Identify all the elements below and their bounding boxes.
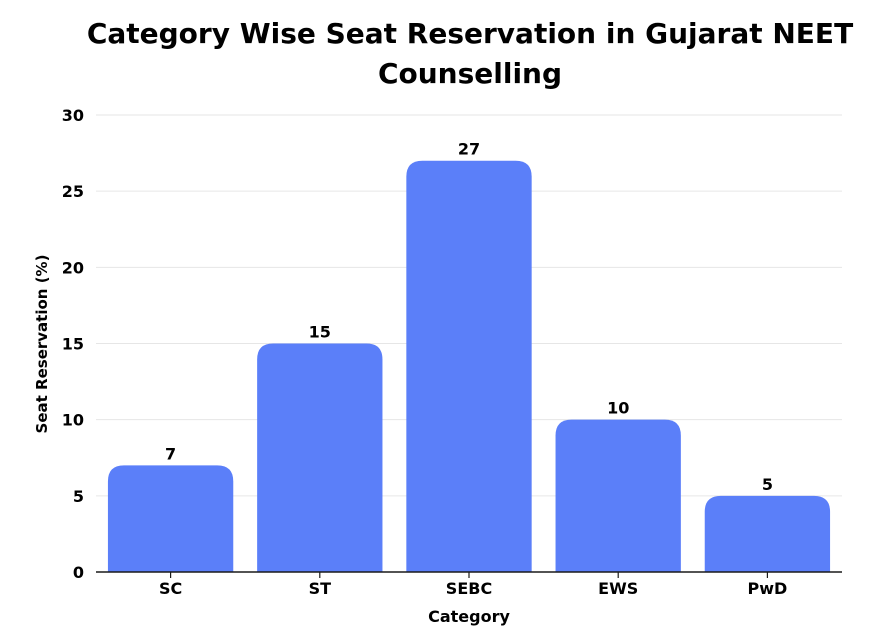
bar-sc [107,465,234,572]
x-tick-label: SEBC [446,579,492,598]
bar-sebc [406,160,532,572]
bar-st [257,343,383,572]
y-tick-label: 25 [62,182,84,201]
chart-title: Category Wise Seat Reservation in Gujara… [86,17,854,90]
data-label: 15 [309,323,331,342]
x-tick-label: ST [309,579,332,598]
bar-ews [555,419,681,572]
y-tick-label: 5 [73,487,84,506]
data-label: 27 [458,140,480,159]
x-axis-title: Category [428,607,510,626]
data-label: 10 [607,399,629,418]
data-label: 5 [762,475,773,494]
y-tick-label: 30 [62,106,84,125]
labels: 0 5 10 15 20 25 30 7 SC 15 ST 27 SEBC 10 EWS 5 PwD [62,106,788,598]
y-axis-title: Seat Reservation (%) [33,255,51,434]
bars [107,160,831,572]
y-tick-label: 10 [62,411,84,430]
x-tick-label: PwD [748,579,788,598]
bar-pwd [704,495,831,572]
y-tick-label: 0 [73,563,84,582]
y-tick-label: 15 [62,335,84,354]
data-label: 7 [165,444,176,463]
axes [96,571,842,578]
x-tick-label: SC [159,579,182,598]
y-tick-label: 20 [62,258,84,277]
x-tick-label: EWS [598,579,638,598]
